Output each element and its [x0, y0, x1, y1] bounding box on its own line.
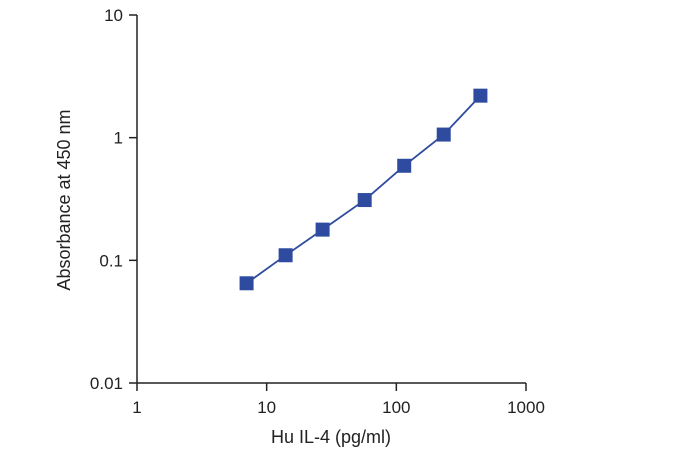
x-tick-label: 100: [382, 398, 410, 417]
data-point: [315, 222, 330, 237]
data-point: [436, 127, 451, 142]
data-point: [278, 248, 293, 263]
data-point: [473, 88, 488, 103]
data-point: [357, 193, 372, 208]
y-tick-label: 10: [104, 6, 123, 25]
x-tick-label: 10: [257, 398, 276, 417]
series: [239, 88, 488, 291]
y-tick-label: 1: [114, 129, 123, 148]
y-tick-label: 0.1: [99, 251, 123, 270]
y-axis-label: Absorbance at 450 nm: [54, 109, 74, 290]
axes: [136, 15, 526, 384]
x-tick-label: 1000: [507, 398, 545, 417]
data-point: [397, 158, 412, 173]
y-tick-label: 0.01: [90, 374, 123, 393]
x-axis-label: Hu IL-4 (pg/ml): [271, 427, 391, 447]
data-point: [239, 276, 254, 291]
x-tick-label: 1: [132, 398, 141, 417]
ticks: 1 10 100 1000 0.01 0.1 1 10: [90, 6, 545, 417]
